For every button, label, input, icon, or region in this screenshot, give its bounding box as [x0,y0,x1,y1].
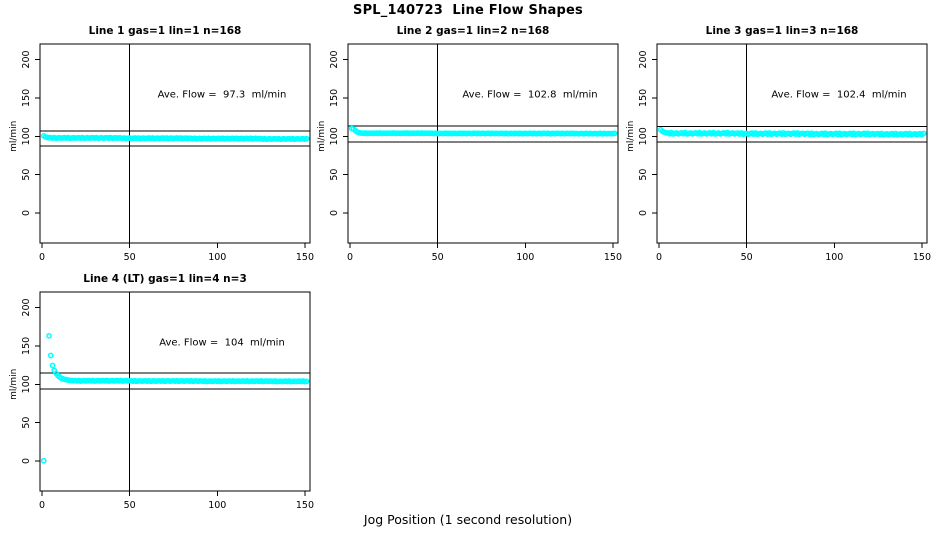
y-tick-label: 150 [329,89,340,107]
data-point [611,130,618,137]
panel-line4-plot: 0 50 100 150 0 50 100 150 200 ml/min [9,291,314,511]
panel-line3-ave-flow-annotation: Ave. Flow = 102.4 ml/min [771,89,907,101]
data-point [303,378,310,385]
y-tick-label: 200 [21,50,32,68]
panel-line1: Line 1 gas=1 lin=1 n=168 Ave. Flow = 97.… [8,25,318,279]
y-tick-label: 0 [638,210,649,216]
x-tick-label: 50 [124,500,136,511]
y-tick-label: 200 [638,50,649,68]
y-tick-label: 50 [638,169,649,181]
x-tick-label: 0 [39,252,45,263]
x-tick-label: 150 [604,252,622,263]
data-point [920,130,927,137]
plot-box [347,43,619,244]
x-tick-label: 0 [347,252,353,263]
data-point [303,135,310,142]
panel-line1-plot: 0 50 100 150 0 50 100 150 200 ml/min [9,43,314,263]
y-tick-label: 200 [21,298,32,316]
y-tick-label: 50 [21,417,32,429]
y-tick-label: 100 [638,127,649,145]
panel-line4: Line 4 (LT) gas=1 lin=4 n=3 Ave. Flow = … [8,273,318,527]
x-tick-label: 100 [208,252,226,263]
y-tick-label: 0 [21,210,32,216]
y-tick-label: 150 [21,89,32,107]
panel-line4-title: Line 4 (LT) gas=1 lin=4 n=3 [83,273,247,285]
x-tick-label: 50 [741,252,753,263]
panel-line3-title: Line 3 gas=1 lin=3 n=168 [705,25,859,37]
y-tick-label: 100 [329,127,340,145]
x-tick-label: 50 [432,252,444,263]
x-tick-label: 0 [39,500,45,511]
figure-title: SPL_140723 Line Flow Shapes [353,3,583,18]
y-axis-label: ml/min [9,121,19,152]
panel-line2: Line 2 gas=1 lin=2 n=168 Ave. Flow = 102… [316,25,626,279]
plot-box [39,43,311,244]
plot-box [39,291,311,492]
x-axis-label: Jog Position (1 second resolution) [363,512,573,527]
y-tick-label: 0 [21,458,32,464]
panel-line3: Line 3 gas=1 lin=3 n=168 Ave. Flow = 102… [625,25,935,279]
y-tick-label: 100 [21,127,32,145]
panel-line3-plot: 0 50 100 150 0 50 100 150 200 ml/min [626,43,931,263]
y-tick-label: 200 [329,50,340,68]
data-point [46,333,52,339]
x-tick-label: 0 [656,252,662,263]
y-tick-label: 100 [21,375,32,393]
panel-line2-plot: 0 50 100 150 0 50 100 150 200 ml/min [317,43,622,263]
x-tick-label: 150 [296,500,314,511]
y-axis-label: ml/min [317,121,327,152]
data-point [40,457,47,464]
panel-line4-ave-flow-annotation: Ave. Flow = 104 ml/min [159,337,285,349]
x-tick-label: 50 [124,252,136,263]
x-tick-label: 100 [516,252,534,263]
data-point [49,362,56,369]
x-tick-label: 100 [825,252,843,263]
y-axis-label: ml/min [9,369,19,400]
x-tick-label: 100 [208,500,226,511]
y-tick-label: 50 [21,169,32,181]
y-tick-label: 150 [21,337,32,355]
panel-line2-title: Line 2 gas=1 lin=2 n=168 [396,25,550,37]
plot-box [656,43,928,244]
panel-line1-title: Line 1 gas=1 lin=1 n=168 [88,25,242,37]
y-tick-label: 150 [638,89,649,107]
y-axis-label: ml/min [626,121,636,152]
x-tick-label: 150 [296,252,314,263]
y-tick-label: 0 [329,210,340,216]
panel-line1-ave-flow-annotation: Ave. Flow = 97.3 ml/min [157,89,287,101]
x-tick-label: 150 [913,252,931,263]
data-point [47,352,54,359]
panel-line2-ave-flow-annotation: Ave. Flow = 102.8 ml/min [462,89,598,101]
y-tick-label: 50 [329,169,340,181]
